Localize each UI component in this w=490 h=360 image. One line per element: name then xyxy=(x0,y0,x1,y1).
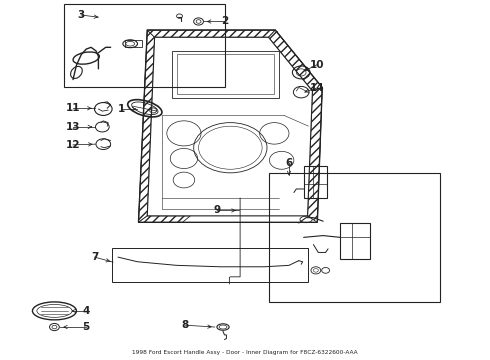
Text: 3: 3 xyxy=(78,10,85,20)
Polygon shape xyxy=(147,30,275,37)
Polygon shape xyxy=(139,30,155,222)
Text: 10: 10 xyxy=(310,59,324,69)
Text: 6: 6 xyxy=(285,158,293,168)
Bar xyxy=(304,166,327,198)
Polygon shape xyxy=(147,31,277,39)
Bar xyxy=(112,248,308,282)
Text: 2: 2 xyxy=(221,17,228,27)
Text: 1: 1 xyxy=(118,104,125,114)
Text: 11: 11 xyxy=(66,103,80,113)
Polygon shape xyxy=(308,87,322,222)
Polygon shape xyxy=(139,30,155,222)
Text: 4: 4 xyxy=(82,306,90,316)
Bar xyxy=(172,51,279,98)
Text: 8: 8 xyxy=(182,320,189,330)
Bar xyxy=(340,223,369,259)
Text: 12: 12 xyxy=(66,140,80,150)
Bar xyxy=(125,40,143,47)
Bar xyxy=(64,4,225,87)
Polygon shape xyxy=(147,30,275,37)
Polygon shape xyxy=(308,87,322,222)
Text: 13: 13 xyxy=(66,122,80,132)
Text: 5: 5 xyxy=(83,322,90,332)
Polygon shape xyxy=(269,30,322,91)
Bar xyxy=(176,54,274,94)
Text: 1998 Ford Escort Handle Assy - Door - Inner Diagram for F8CZ-6322600-AAA: 1998 Ford Escort Handle Assy - Door - In… xyxy=(132,350,358,355)
Polygon shape xyxy=(139,216,190,222)
Text: 9: 9 xyxy=(213,206,220,216)
Text: 7: 7 xyxy=(91,252,98,262)
Bar xyxy=(270,173,441,302)
Polygon shape xyxy=(269,30,322,91)
Text: 14: 14 xyxy=(310,83,325,93)
Polygon shape xyxy=(147,37,313,216)
